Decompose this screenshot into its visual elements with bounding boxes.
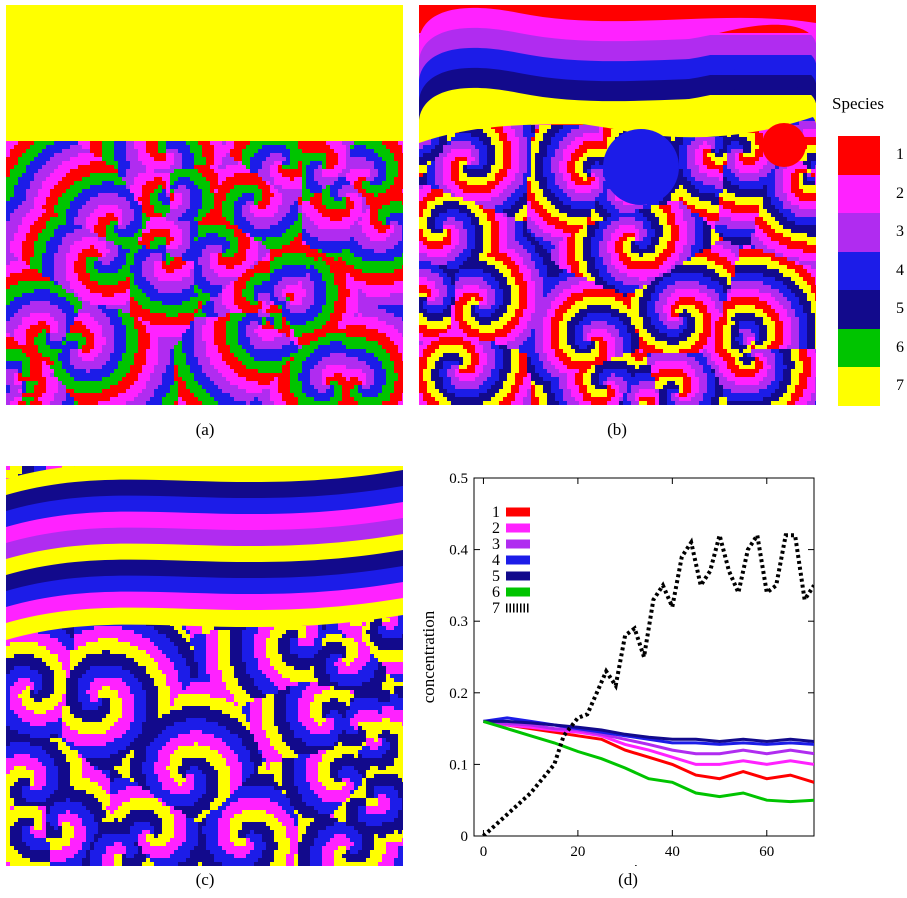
x-axis-label: time bbox=[629, 861, 659, 866]
x-tick-label-20: 20 bbox=[570, 844, 585, 860]
pattern-b-image bbox=[419, 5, 816, 405]
legend-label-2: 2 bbox=[896, 185, 904, 203]
caption-a: (a) bbox=[175, 420, 235, 440]
caption-b: (b) bbox=[587, 420, 647, 440]
legend-swatch-6 bbox=[838, 328, 880, 367]
legend-label-4: 4 bbox=[896, 262, 904, 280]
legend-swatch-1 bbox=[838, 136, 880, 175]
x-tick-label-60: 60 bbox=[759, 844, 774, 860]
pattern-c-image bbox=[6, 466, 403, 866]
legend-label-1: 1 bbox=[896, 146, 904, 164]
x-tick-label-40: 40 bbox=[665, 844, 680, 860]
y-axis-label: concentration bbox=[419, 610, 438, 703]
legend-label-3: 3 bbox=[896, 223, 904, 241]
series-line-1 bbox=[483, 719, 814, 784]
legend-swatch-3 bbox=[838, 213, 880, 252]
legend-label-5: 5 bbox=[896, 300, 904, 318]
legend-swatch-4 bbox=[838, 251, 880, 290]
plot-frame bbox=[473, 477, 815, 837]
legend-swatch-7 bbox=[838, 367, 880, 406]
chart-legend-label-4: 4 bbox=[492, 552, 500, 569]
y-tick-label-0.2: 0.2 bbox=[449, 686, 468, 702]
x-tick-label-0: 0 bbox=[480, 844, 488, 860]
caption-d: (d) bbox=[598, 870, 658, 890]
caption-c: (c) bbox=[175, 870, 235, 890]
legend-swatch-5 bbox=[838, 290, 880, 329]
chart-legend-label-5: 5 bbox=[492, 568, 500, 585]
pattern-a-image bbox=[6, 5, 403, 405]
chart-legend-label-6: 6 bbox=[492, 584, 500, 601]
concentration-chart: 0 20 40 60 0 0.1 0.2 0.3 0.4 0.5 time concentration… bbox=[410, 466, 830, 880]
legend-label-7: 7 bbox=[896, 377, 904, 395]
y-tick-label-0.1: 0.1 bbox=[449, 757, 468, 773]
series-line-7 bbox=[482, 527, 814, 836]
y-tick-label-0.3: 0.3 bbox=[449, 614, 468, 630]
legend-swatch-2 bbox=[838, 174, 880, 213]
pattern-panel-a bbox=[6, 5, 403, 405]
y-tick-label-0.5: 0.5 bbox=[449, 471, 468, 487]
legend-title: Species bbox=[832, 94, 884, 114]
series-line-3 bbox=[483, 719, 814, 756]
chart-legend-label-7: 7 bbox=[492, 600, 500, 617]
y-tick-label-0.4: 0.4 bbox=[449, 543, 468, 559]
chart-legend-label-3: 3 bbox=[492, 536, 500, 553]
pattern-panel-b bbox=[419, 5, 816, 405]
chart-legend-label-1: 1 bbox=[492, 504, 500, 521]
series-line-2 bbox=[483, 719, 814, 766]
series-line-5 bbox=[483, 719, 814, 744]
series-line-6 bbox=[482, 719, 814, 804]
pattern-panel-c bbox=[6, 466, 403, 866]
legend-label-6: 6 bbox=[896, 339, 904, 357]
y-tick-label-0: 0 bbox=[461, 829, 469, 845]
chart-legend-label-2: 2 bbox=[492, 520, 500, 537]
